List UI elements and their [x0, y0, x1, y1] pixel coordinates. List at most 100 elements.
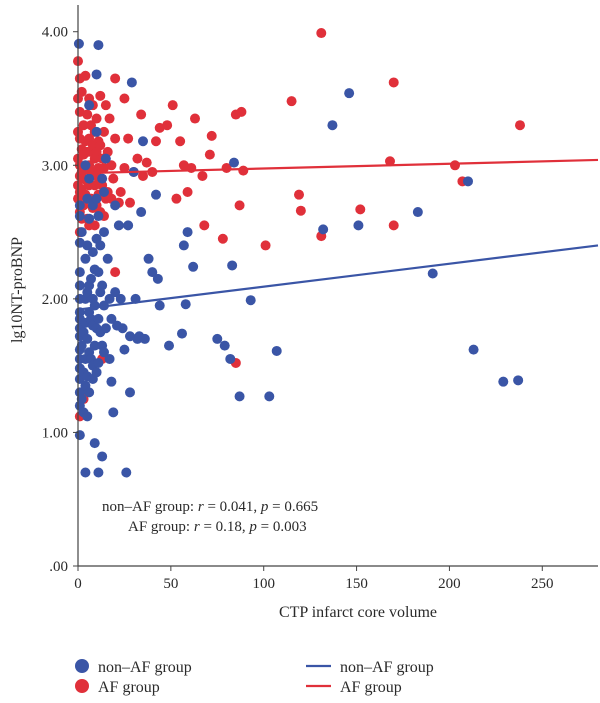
axes-layer [77, 5, 598, 567]
data-point-non-af [104, 293, 115, 304]
x-tick-label: 100 [252, 576, 275, 592]
data-point-af [217, 233, 228, 244]
data-point-af [80, 70, 91, 81]
y-axis-title: lg10NT-proBNP [9, 237, 26, 343]
data-point-af [110, 73, 121, 84]
data-point-non-af [154, 300, 165, 311]
x-tick-label: 200 [438, 576, 461, 592]
annotation-non-af-name: non–AF group [102, 499, 190, 515]
data-point-non-af [97, 280, 108, 291]
legend-label-af-point: AF group [98, 679, 160, 696]
data-point-af [286, 96, 297, 107]
data-point-non-af [80, 253, 91, 264]
data-point-non-af [513, 375, 524, 386]
data-point-non-af [80, 467, 91, 478]
data-point-non-af [182, 227, 193, 238]
data-point-non-af [227, 260, 238, 271]
data-point-non-af [74, 200, 85, 211]
data-point-af [78, 120, 89, 131]
data-point-af [119, 162, 130, 173]
data-point-af [316, 28, 327, 39]
data-point-non-af [82, 333, 93, 344]
annotation-non-af-r-label: r [198, 499, 204, 515]
data-point-af [82, 109, 93, 120]
data-point-non-af [99, 347, 109, 358]
annotation-af-p: = 0.003 [257, 519, 307, 535]
data-point-af [119, 93, 130, 104]
data-point-af [167, 100, 178, 111]
annotation-non-af-p-label: p [260, 499, 269, 515]
y-tick-label: 4.00 [42, 25, 68, 41]
data-point-af [123, 133, 134, 144]
data-point-non-af [115, 293, 126, 304]
data-point-non-af [106, 313, 117, 324]
points-layer [73, 28, 525, 478]
x-tick-label: 250 [531, 576, 554, 592]
data-point-non-af [219, 340, 230, 351]
data-point-af [450, 160, 460, 171]
data-point-non-af [412, 207, 423, 218]
data-point-non-af [498, 376, 509, 387]
data-point-af [206, 130, 217, 141]
data-point-non-af [93, 467, 104, 478]
data-point-non-af [180, 299, 191, 310]
data-point-af [136, 109, 147, 120]
fit-lines-layer [77, 158, 599, 311]
data-point-af [175, 136, 186, 147]
data-point-non-af [93, 357, 104, 368]
data-point-af [104, 113, 115, 124]
data-point-af [100, 100, 111, 111]
data-point-non-af [99, 187, 109, 197]
data-point-af [125, 197, 135, 208]
data-point-af [162, 120, 173, 131]
data-point-non-af [136, 207, 147, 218]
data-point-af [182, 187, 193, 197]
data-point-af [294, 189, 304, 200]
data-point-af [238, 165, 249, 176]
data-point-non-af [89, 300, 100, 311]
data-point-af [89, 180, 100, 191]
data-point-non-af [99, 227, 109, 238]
data-point-non-af [97, 451, 108, 462]
data-point-non-af [151, 189, 161, 200]
data-point-af [515, 120, 525, 131]
data-point-non-af [123, 220, 134, 231]
data-point-af [199, 220, 210, 231]
annotation-af-r-label: r [194, 519, 200, 535]
data-point-af [385, 156, 395, 167]
data-point-af [76, 86, 87, 97]
x-tick-label: 50 [163, 576, 178, 592]
data-point-non-af [225, 353, 236, 364]
data-point-non-af [125, 387, 135, 398]
data-point-af [204, 149, 215, 160]
data-point-non-af [91, 367, 102, 378]
y-tick-label: 1.00 [42, 425, 68, 441]
y-tick-label: .00 [49, 559, 68, 575]
annotation-af: AF group: r = 0.18, p = 0.003 [128, 519, 307, 535]
data-point-af [99, 126, 109, 137]
data-point-af [236, 106, 247, 117]
data-point-af [141, 157, 152, 168]
data-point-non-af [108, 407, 119, 418]
data-point-non-af [229, 157, 239, 168]
data-point-non-af [143, 253, 154, 264]
data-point-af [190, 113, 200, 124]
x-axis-title: CTP infarct core volume [279, 604, 437, 621]
annotation-non-af: non–AF group: r = 0.041, p = 0.665 [102, 499, 318, 515]
data-point-af [388, 220, 399, 231]
data-point-non-af [121, 467, 132, 478]
data-point-non-af [82, 193, 93, 204]
data-point-af [106, 160, 117, 171]
data-point-af [151, 136, 161, 147]
x-tick-label: 150 [345, 576, 368, 592]
data-point-af [197, 170, 208, 181]
data-point-af [388, 77, 399, 88]
legend-marker-af [75, 679, 89, 693]
data-point-af [355, 204, 366, 215]
data-point-non-af [73, 38, 84, 49]
data-point-non-af [84, 173, 95, 184]
data-point-non-af [117, 323, 128, 334]
y-tick-label: 2.00 [42, 292, 68, 308]
